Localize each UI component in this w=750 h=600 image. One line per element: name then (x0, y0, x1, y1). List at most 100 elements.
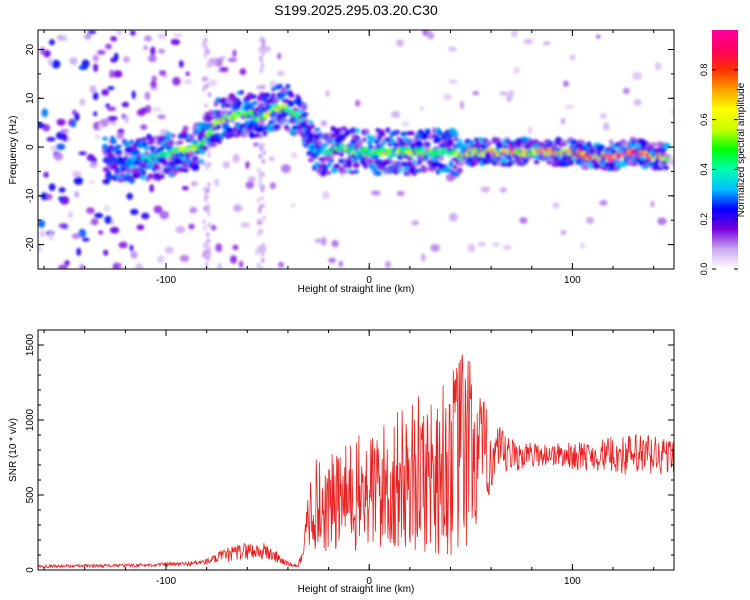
spectrogram-frame (37, 29, 675, 270)
snr-panel: -100 0 100 0 500 1000 1500 Height of straight… (8, 329, 675, 595)
spectrogram-cell (451, 130, 459, 138)
spectrogram-cell (90, 218, 99, 226)
spectrogram-cell (207, 92, 212, 98)
spectrogram-heatmap (38, 30, 674, 269)
spectrogram-cell (425, 128, 431, 136)
spectrogram-cell (148, 54, 157, 63)
spectrogram-cell (130, 208, 139, 216)
spectrogram-cell (390, 110, 401, 119)
spectrogram-cell (55, 143, 66, 151)
spectrogram-x-ticks: -100 0 100 (43, 30, 655, 286)
spectrogram-cell (499, 91, 509, 96)
spectrogram-cell (261, 184, 266, 190)
spectrogram-cell (258, 153, 263, 159)
spectrogram-cell (353, 169, 360, 174)
spectrogram-cell (207, 161, 211, 167)
spectrogram-cell (499, 187, 507, 193)
spectrogram-cell (411, 220, 419, 226)
spectrogram-cell (423, 157, 429, 162)
colorbar-tick-label: 0.2 (699, 213, 709, 226)
spectrogram-cell (262, 150, 267, 156)
spectrogram-cell (71, 119, 77, 128)
spectrogram-cell (193, 163, 200, 169)
spectrogram-cell (157, 33, 168, 40)
spectrogram-cell (420, 253, 426, 262)
spectrogram-cell (664, 157, 670, 162)
spectrogram-cell (128, 177, 135, 185)
spectrogram-cell (654, 62, 662, 71)
spectrogram-cell (259, 55, 263, 61)
spectrogram-cell (368, 144, 374, 150)
spectrogram-cell (407, 130, 415, 136)
spectrogram-cell (309, 123, 315, 130)
spectrogram-cell (344, 129, 351, 136)
spectrogram-cell (452, 164, 458, 170)
snr-series-line (38, 354, 674, 569)
spectrogram-cell (121, 101, 130, 108)
spectrogram-cell (98, 230, 104, 235)
spectrogram-cell (388, 154, 393, 161)
spectrogram-cell (276, 70, 285, 77)
colorbar-gradient (712, 30, 738, 269)
spectrogram-cell (58, 264, 68, 269)
spectrogram-cell (112, 262, 119, 269)
spectrogram-cell (123, 56, 130, 63)
spectrogram-cell (474, 140, 482, 147)
spectrogram-cell (314, 238, 322, 244)
spectrogram-cell (265, 98, 270, 105)
spectrogram-cell (93, 111, 98, 117)
spectrogram-cell (204, 76, 209, 82)
spectrogram-cell (502, 244, 512, 251)
spectrogram-cell (207, 152, 211, 158)
spectrogram-cell (457, 160, 465, 167)
spectrogram-cell (533, 159, 540, 165)
spectrogram-cell (258, 229, 263, 234)
spectrogram-cell (152, 162, 160, 169)
spectrogram-cell (519, 217, 528, 224)
spectrogram-cell (245, 181, 255, 189)
spectrogram-cell (239, 68, 247, 76)
spectrogram-cell (507, 155, 513, 161)
spectrogram-cell (403, 141, 409, 147)
spectrogram-cell (136, 224, 145, 231)
spectrogram-cell (352, 161, 360, 169)
spectrogram-x-axis-label: Height of straight line (km) (298, 284, 415, 295)
spectrogram-cell (523, 38, 533, 45)
spectrogram-cell (62, 133, 68, 142)
spectrogram-cell (239, 260, 244, 268)
spectrogram-cell (201, 76, 206, 82)
spectrogram-cell (448, 79, 458, 84)
spectrogram-cell (259, 85, 264, 90)
spectrogram-cell (67, 210, 73, 219)
colorbar-tick-label: 0.4 (699, 163, 709, 176)
spectrogram-cell (320, 236, 327, 246)
spectrogram-cell (333, 132, 341, 137)
spectrogram-cell (323, 165, 328, 172)
spectrogram-cell (227, 57, 238, 63)
spectrogram-cell (262, 247, 267, 252)
spectrogram-cell (504, 145, 509, 150)
spectrogram-cell (164, 246, 174, 254)
spectrogram-cell (232, 154, 240, 163)
spectrogram-cell (414, 168, 423, 173)
spectrogram-cell (552, 202, 560, 209)
spectrogram-cell (141, 212, 150, 220)
spectrogram-cell (182, 167, 189, 173)
spectrogram-cell (221, 102, 226, 109)
spectrogram-cell (181, 186, 189, 191)
spectrogram-cell (434, 137, 442, 143)
spectrogram-cell (107, 145, 115, 151)
spectrogram-cell (71, 233, 81, 240)
spectrogram-cell (48, 183, 56, 191)
spectrogram-cell (663, 153, 672, 159)
spectrogram-cell (338, 260, 344, 268)
spectrogram-cell (288, 93, 295, 98)
spectrogram-cell (425, 141, 431, 147)
spectrogram-cell (130, 30, 136, 36)
spectrogram-cell (203, 225, 207, 231)
spectrogram-cell (264, 92, 271, 98)
spectrogram-cell (253, 133, 262, 138)
spectrogram-cell (301, 112, 309, 117)
spectrogram-cell (157, 114, 166, 120)
spectrogram-cell (90, 179, 95, 185)
